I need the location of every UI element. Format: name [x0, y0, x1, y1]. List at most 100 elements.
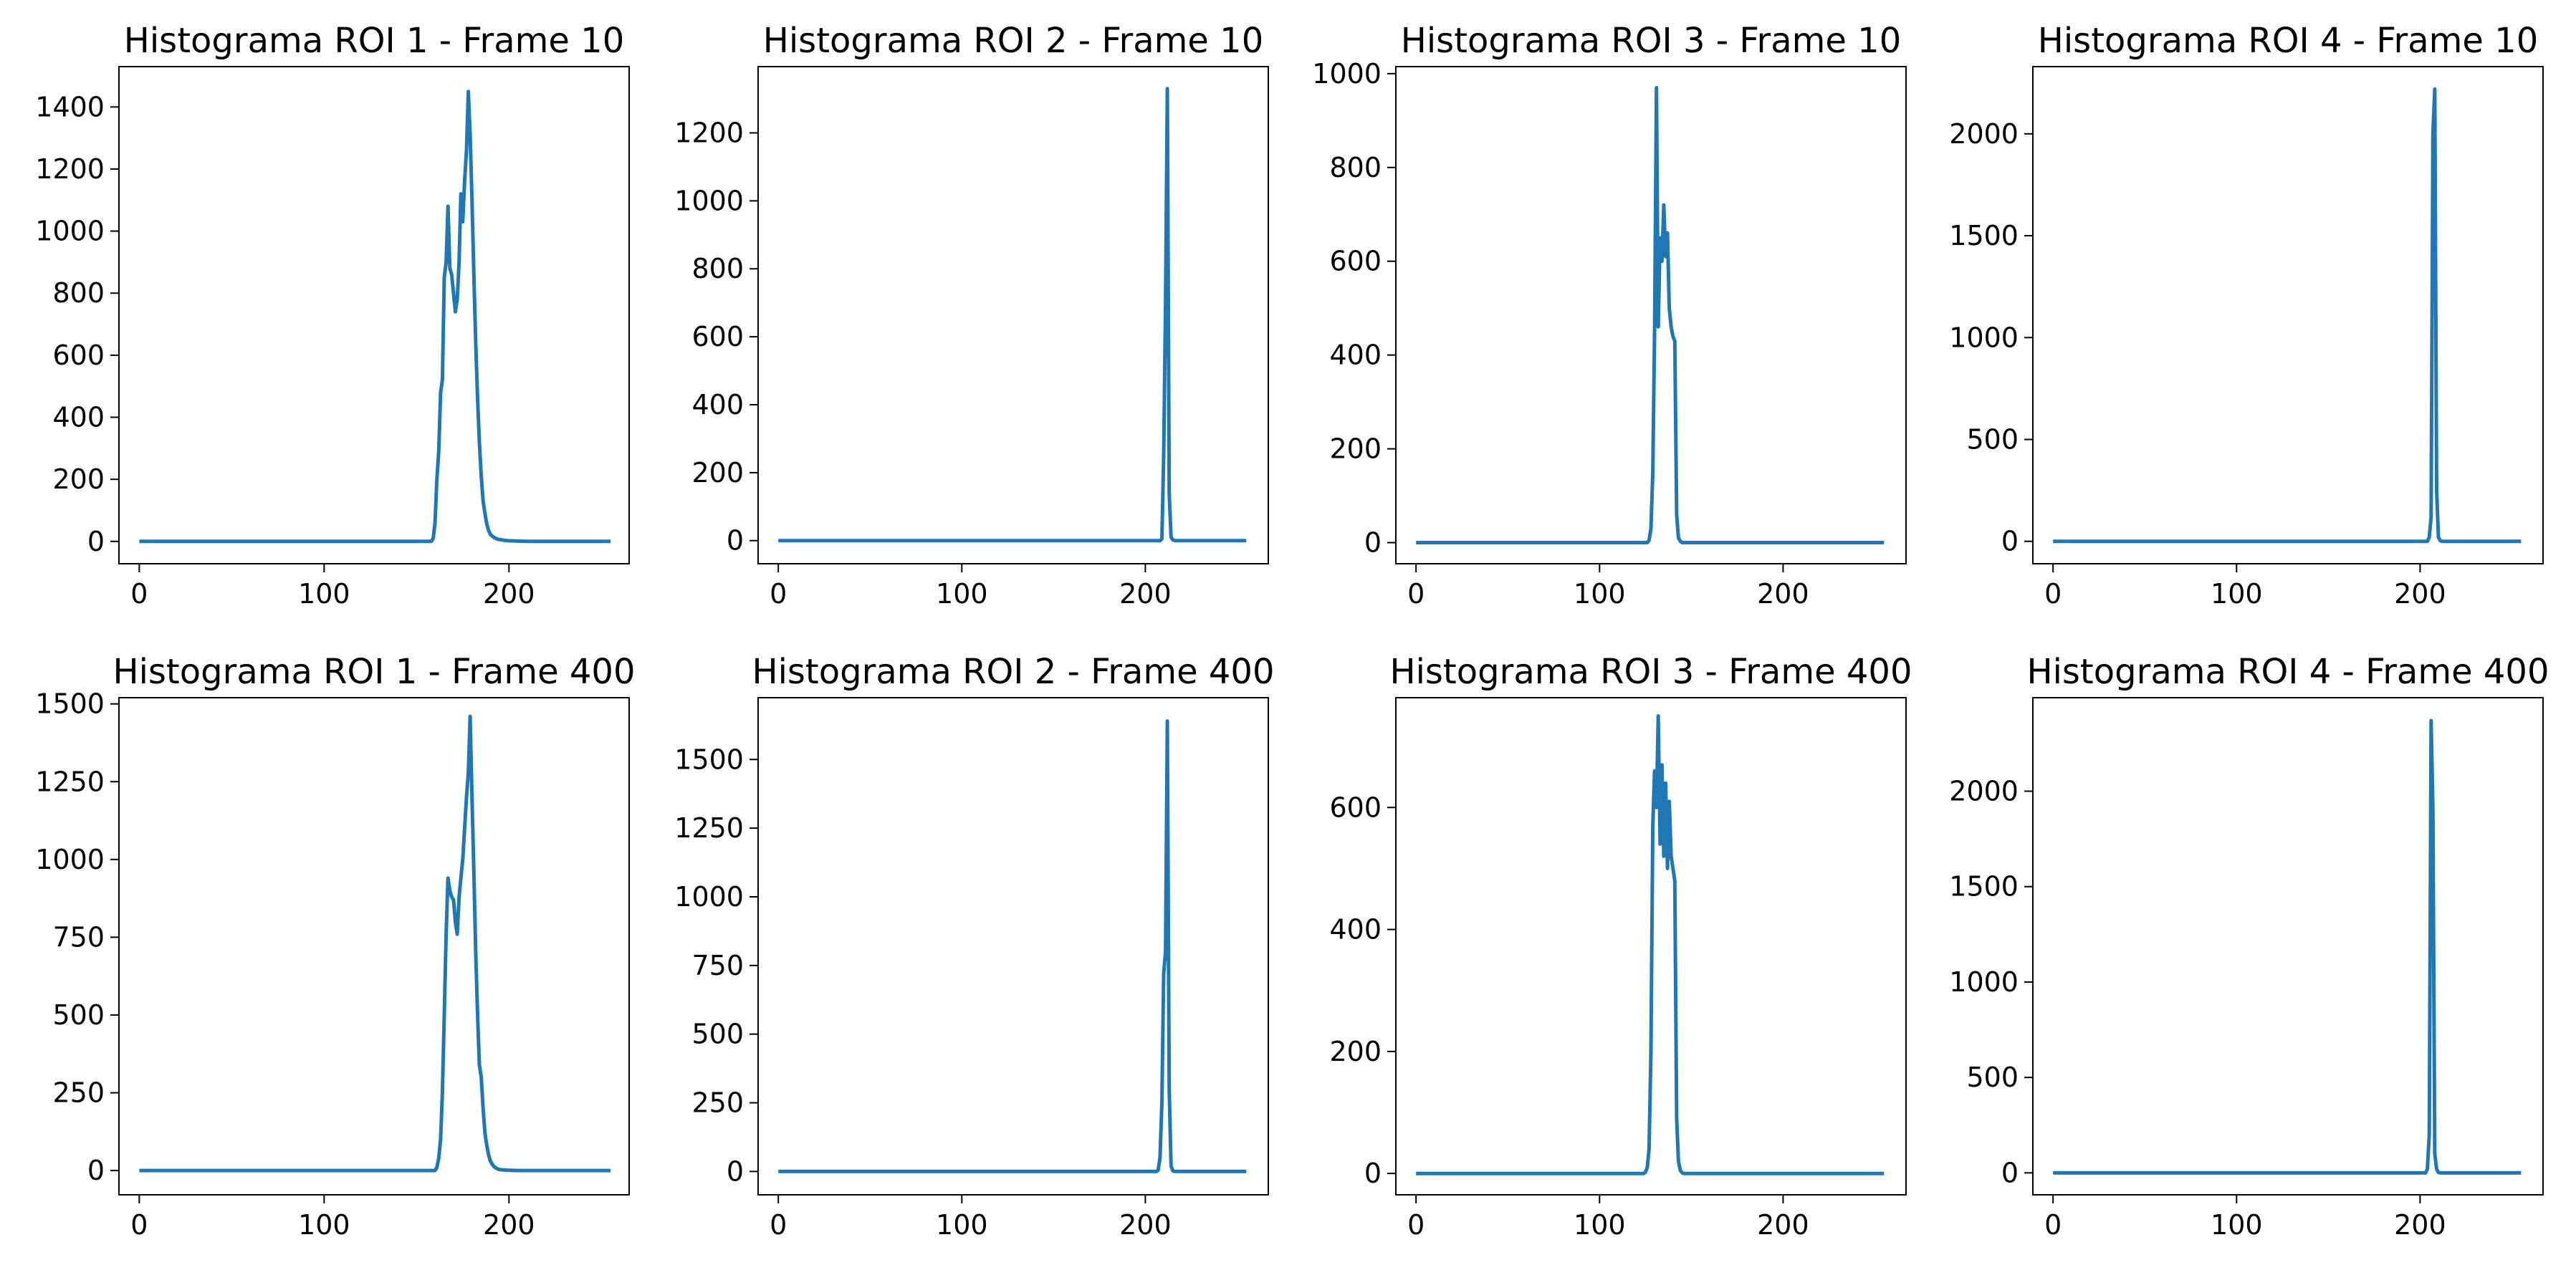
subplot-title: Histograma ROI 4 - Frame 400 [2026, 652, 2549, 692]
y-tick-label: 400 [1329, 340, 1382, 371]
y-tick-label: 1250 [35, 766, 105, 797]
x-tick-label: 0 [2044, 1209, 2062, 1241]
x-tick-label: 0 [770, 578, 787, 610]
histogram-line [1416, 714, 1885, 1175]
y-tick-label: 1000 [1949, 322, 2019, 353]
y-tick-label: 800 [1329, 152, 1382, 183]
y-tick-label: 500 [52, 999, 105, 1031]
y-tick-label: 1000 [35, 844, 105, 875]
y-tick-label: 1500 [1949, 220, 2019, 251]
subplot-2: Histograma ROI 2 - Frame 10 0 100 200 0 200 40… [674, 21, 1269, 610]
x-tick-label: 0 [1407, 1209, 1425, 1241]
axes-frame [118, 66, 630, 564]
y-tick-label: 600 [52, 340, 105, 371]
histogram-line [2053, 718, 2522, 1175]
y-tick-label: 1000 [674, 185, 744, 216]
y-tick-label: 1200 [35, 153, 105, 185]
axes-frame [2032, 697, 2544, 1196]
x-tick-label: 200 [1757, 1209, 1809, 1241]
y-tick-label: 200 [1329, 1036, 1382, 1067]
y-tick-label: 1500 [35, 688, 105, 720]
subplot-4: Histograma ROI 4 - Frame 100 100 200050010… [1949, 21, 2544, 610]
y-tick-label: 400 [691, 389, 744, 420]
axes-frame [757, 66, 1269, 564]
y-tick-label: 400 [52, 402, 105, 433]
histogram-line [1416, 86, 1885, 544]
y-tick-label: 200 [1329, 433, 1382, 465]
y-tick-label: 0 [1364, 1158, 1382, 1189]
x-tick-label: 100 [298, 1209, 350, 1241]
y-tick-label: 600 [691, 321, 744, 352]
y-tick-label: 400 [1329, 914, 1382, 946]
y-tick-label: 250 [52, 1077, 105, 1109]
y-tick-label: 500 [691, 1019, 744, 1050]
x-tick-label: 100 [2211, 578, 2263, 610]
y-tick-label: 600 [1329, 246, 1382, 277]
y-tick-label: 0 [2001, 1157, 2019, 1188]
y-tick-label: 1500 [1949, 871, 2019, 903]
histogram-line [778, 87, 1247, 543]
x-tick-label: 200 [483, 578, 535, 610]
x-tick-label: 0 [1407, 578, 1425, 610]
y-tick-label: 1250 [674, 812, 744, 844]
x-tick-label: 200 [2394, 1209, 2446, 1241]
histogram-line [2053, 87, 2522, 544]
y-tick-label: 0 [2001, 526, 2019, 557]
axes-frame [2032, 66, 2544, 564]
y-tick-label: 600 [1329, 792, 1382, 823]
x-tick-label: 100 [298, 578, 350, 610]
y-tick-label: 1000 [1312, 58, 1382, 90]
x-tick-label: 100 [2211, 1209, 2263, 1241]
histogram-line [778, 719, 1247, 1173]
subplot-title: Histograma ROI 2 - Frame 400 [752, 652, 1274, 692]
y-tick-label: 1200 [674, 117, 744, 149]
y-tick-label: 1000 [674, 881, 744, 913]
axes-frame [118, 697, 630, 1196]
x-tick-label: 0 [2044, 578, 2062, 610]
x-tick-label: 0 [770, 1209, 787, 1241]
x-tick-label: 100 [1574, 578, 1626, 610]
x-tick-label: 100 [936, 1209, 988, 1241]
y-tick-label: 0 [87, 1155, 105, 1186]
y-tick-label: 1500 [674, 744, 744, 775]
x-tick-label: 0 [130, 578, 148, 610]
y-tick-label: 200 [691, 457, 744, 489]
axes-frame [1395, 697, 1907, 1196]
subplot-7: Histograma ROI 3 - Frame 400 0 100 200 0 200 4… [1329, 652, 1912, 1241]
y-tick-label: 0 [87, 526, 105, 557]
subplot-5: Histograma ROI 1 - Frame 400 0 100 200 0 250 5… [35, 652, 635, 1241]
x-tick-label: 100 [1574, 1209, 1626, 1241]
y-tick-label: 500 [1966, 424, 2019, 456]
y-tick-label: 0 [727, 1155, 744, 1187]
subplot-1: Histograma ROI 1 - Frame 10 0 100 200 0 200 40… [35, 21, 630, 610]
x-tick-label: 200 [1119, 578, 1172, 610]
y-tick-label: 500 [1966, 1062, 2019, 1093]
y-tick-label: 750 [52, 921, 105, 953]
x-tick-label: 200 [1119, 1209, 1172, 1241]
x-tick-label: 200 [1757, 578, 1809, 610]
axes-frame [757, 697, 1269, 1196]
y-tick-label: 750 [691, 950, 744, 981]
y-tick-label: 800 [691, 253, 744, 284]
histogram-line [139, 90, 611, 544]
histogram-line [139, 714, 611, 1173]
y-tick-label: 0 [727, 525, 744, 557]
x-tick-label: 200 [2394, 578, 2446, 610]
x-tick-label: 200 [483, 1209, 535, 1241]
subplot-title: Histograma ROI 1 - Frame 400 [112, 652, 635, 692]
x-tick-label: 0 [130, 1209, 148, 1241]
y-tick-label: 2000 [1949, 776, 2019, 807]
subplot-title: Histograma ROI 1 - Frame 10 [124, 21, 624, 61]
subplot-title: Histograma ROI 3 - Frame 400 [1389, 652, 1912, 692]
subplots: Histograma ROI 1 - Frame 100 100 200020040… [35, 21, 2549, 1241]
subplot-title: Histograma ROI 3 - Frame 10 [1401, 21, 1901, 61]
y-tick-label: 2000 [1949, 118, 2019, 150]
axes-frame [1395, 66, 1907, 564]
y-tick-label: 1400 [35, 91, 105, 122]
y-tick-label: 800 [52, 277, 105, 309]
x-tick-label: 100 [936, 578, 988, 610]
subplot-title: Histograma ROI 4 - Frame 10 [2038, 21, 2538, 61]
